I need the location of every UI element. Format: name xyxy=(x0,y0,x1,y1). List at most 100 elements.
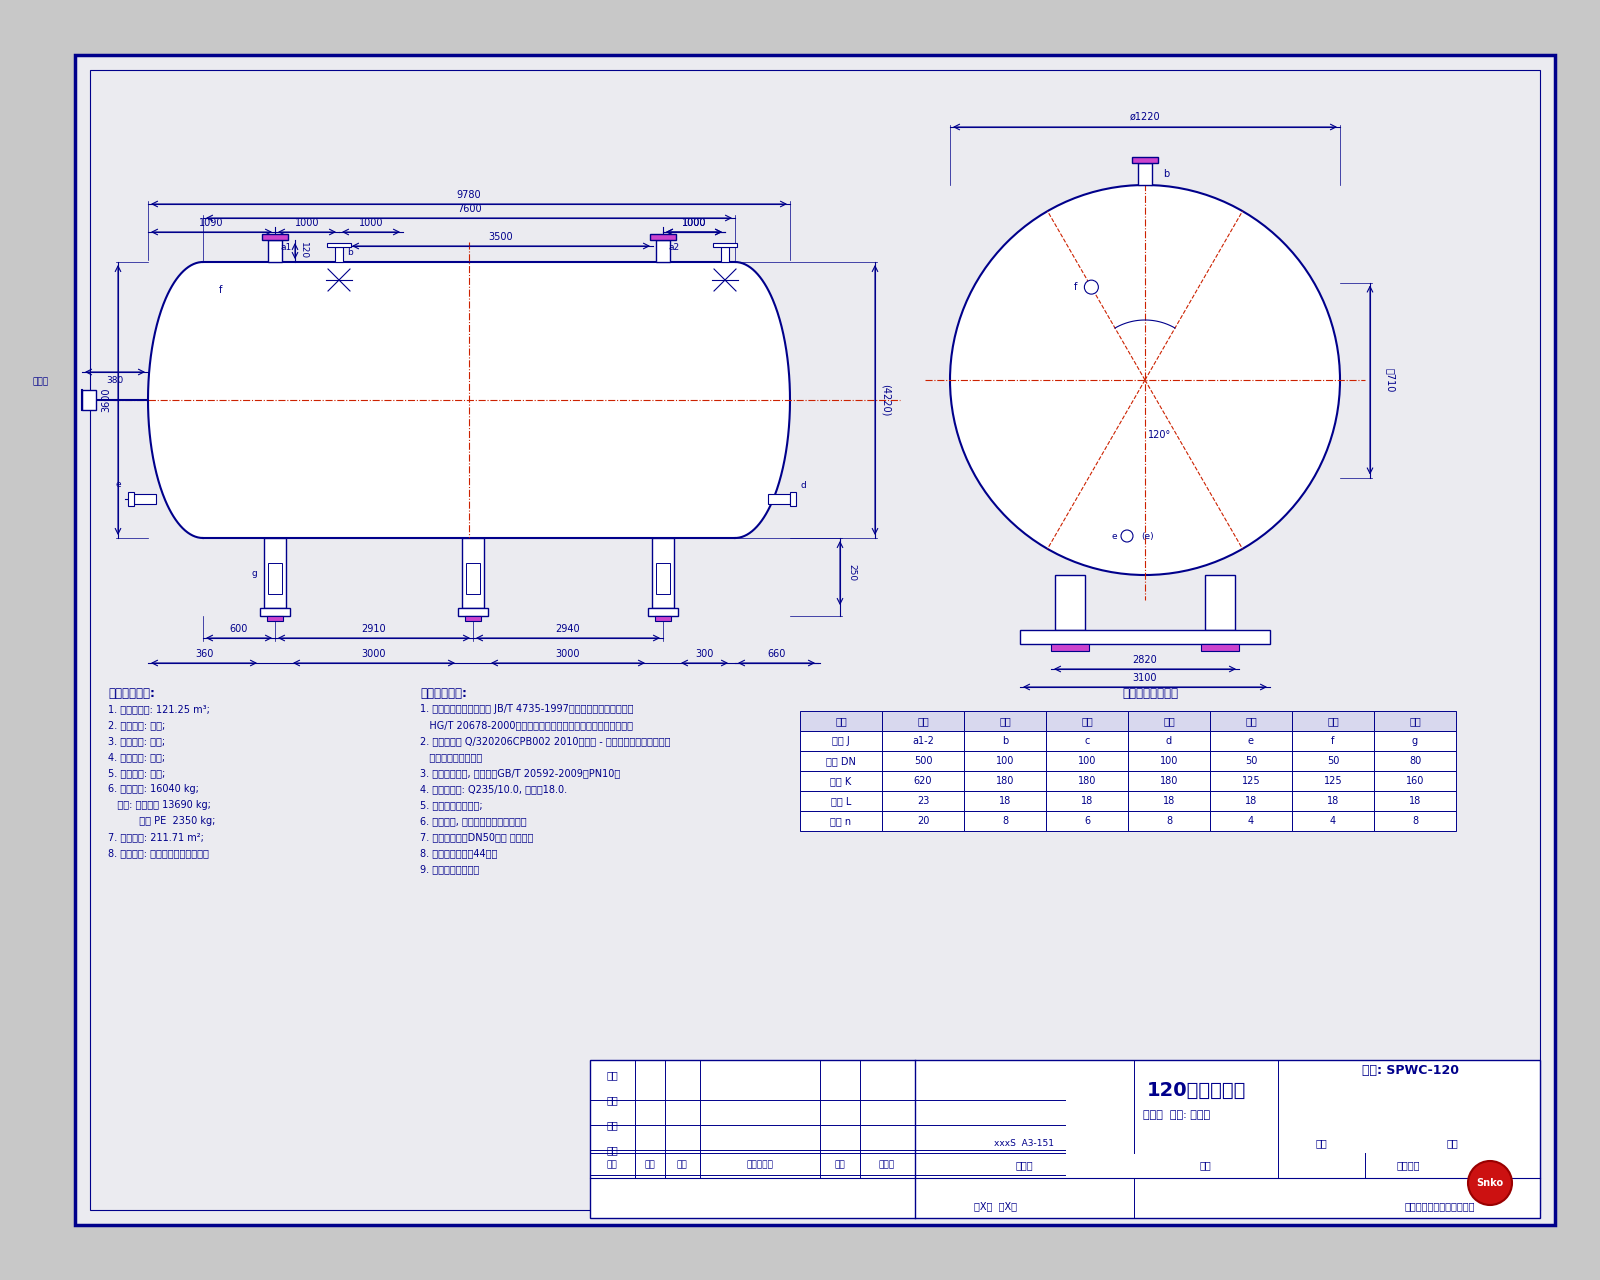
Text: 分区: 分区 xyxy=(677,1161,688,1170)
Bar xyxy=(650,234,677,241)
Bar xyxy=(1133,157,1158,163)
Text: 18: 18 xyxy=(1082,796,1093,806)
Text: c: c xyxy=(1085,736,1090,746)
Text: b: b xyxy=(347,247,352,256)
Polygon shape xyxy=(149,262,203,538)
Text: 标准化: 标准化 xyxy=(1016,1160,1034,1170)
Text: f: f xyxy=(219,285,222,294)
Text: f: f xyxy=(1331,736,1334,746)
Text: 3100: 3100 xyxy=(1133,673,1157,684)
Bar xyxy=(1046,751,1128,771)
Text: 120方钢衬储罐: 120方钢衬储罐 xyxy=(1147,1080,1246,1100)
Text: g: g xyxy=(251,568,258,577)
Bar xyxy=(1374,751,1456,771)
Text: 内衬 PE  2350 kg;: 内衬 PE 2350 kg; xyxy=(109,817,216,826)
Bar xyxy=(1293,812,1374,831)
Text: 8. 爬梯上摆设另购44个。: 8. 爬梯上摆设另购44个。 xyxy=(421,849,498,858)
Text: 8: 8 xyxy=(1411,817,1418,826)
Bar xyxy=(269,241,282,262)
Polygon shape xyxy=(734,262,790,538)
Text: 18: 18 xyxy=(1245,796,1258,806)
Text: 6. 重入孔盖, 为实腹板覆矿衬垫止盖。: 6. 重入孔盖, 为实腹板覆矿衬垫止盖。 xyxy=(421,817,526,826)
Text: Snko: Snko xyxy=(1477,1178,1504,1188)
Bar xyxy=(1293,771,1374,791)
Bar xyxy=(800,731,882,751)
Text: 120°: 120° xyxy=(1149,430,1171,440)
Text: 符号 J: 符号 J xyxy=(832,736,850,746)
Bar xyxy=(466,616,482,621)
Bar xyxy=(714,243,738,247)
Text: 9. 外数喷涂灰面漆。: 9. 外数喷涂灰面漆。 xyxy=(421,864,480,874)
Bar xyxy=(1046,791,1128,812)
Text: e: e xyxy=(115,480,122,489)
Bar xyxy=(1374,710,1456,731)
Bar xyxy=(261,608,290,616)
Circle shape xyxy=(1469,1161,1512,1204)
Text: 配液节: 配液节 xyxy=(34,378,50,387)
Text: a1-2: a1-2 xyxy=(912,736,934,746)
Text: 排水: 排水 xyxy=(1082,716,1093,726)
Text: 一、技术指标:: 一、技术指标: xyxy=(109,686,155,699)
Bar xyxy=(134,494,157,504)
Bar xyxy=(1205,575,1235,630)
Bar xyxy=(1374,731,1456,751)
Text: 120: 120 xyxy=(299,242,307,260)
Bar xyxy=(882,751,963,771)
Bar xyxy=(262,234,288,241)
Text: e: e xyxy=(1112,531,1117,540)
Bar xyxy=(264,538,286,608)
Text: 1090: 1090 xyxy=(200,218,224,228)
Text: 数量: 数量 xyxy=(645,1161,656,1170)
Bar xyxy=(1046,812,1128,831)
Text: 比例: 比例 xyxy=(1446,1138,1458,1148)
Bar xyxy=(1293,731,1374,751)
Text: f: f xyxy=(1074,282,1077,292)
Text: xxxS  A3-151: xxxS A3-151 xyxy=(994,1138,1054,1147)
Bar xyxy=(1210,812,1293,831)
Text: b: b xyxy=(1002,736,1008,746)
Text: 100: 100 xyxy=(995,756,1014,765)
Bar xyxy=(267,616,283,621)
Text: 620: 620 xyxy=(914,776,933,786)
Bar xyxy=(882,731,963,751)
Bar xyxy=(458,608,488,616)
Text: 3000: 3000 xyxy=(555,649,581,659)
Text: a2: a2 xyxy=(669,242,678,251)
Bar xyxy=(128,493,134,507)
Text: 100: 100 xyxy=(1160,756,1178,765)
Text: 6: 6 xyxy=(1083,817,1090,826)
Bar xyxy=(90,70,1539,1210)
Text: 二、技术要求:: 二、技术要求: xyxy=(421,686,467,699)
Bar xyxy=(882,710,963,731)
Text: 5. 工作温度: 常温;: 5. 工作温度: 常温; xyxy=(109,768,165,778)
Text: 约710: 约710 xyxy=(1386,367,1395,392)
Bar xyxy=(326,243,350,247)
Bar xyxy=(653,538,674,608)
Text: 更改文件号: 更改文件号 xyxy=(747,1161,773,1170)
Text: 工艺: 工艺 xyxy=(606,1070,618,1080)
Text: 7600: 7600 xyxy=(456,204,482,214)
Bar xyxy=(963,812,1046,831)
Text: 125: 125 xyxy=(1323,776,1342,786)
Text: 签名: 签名 xyxy=(835,1161,845,1170)
Bar xyxy=(590,1060,1539,1219)
Bar xyxy=(963,710,1046,731)
Bar xyxy=(1210,710,1293,731)
Bar xyxy=(462,538,485,608)
Text: 4. 设计温度: 常温;: 4. 设计温度: 常温; xyxy=(109,753,165,762)
Text: 8: 8 xyxy=(1166,817,1173,826)
Text: g: g xyxy=(1411,736,1418,746)
Bar xyxy=(82,390,96,410)
Circle shape xyxy=(1122,530,1133,541)
Text: 溢流: 溢流 xyxy=(1245,716,1258,726)
Text: 1000: 1000 xyxy=(682,218,706,228)
Text: 50: 50 xyxy=(1245,756,1258,765)
Text: 绘图: 绘图 xyxy=(606,1120,618,1130)
Bar xyxy=(1128,751,1210,771)
Bar xyxy=(1051,644,1090,652)
Bar xyxy=(963,731,1046,751)
Bar xyxy=(1374,812,1456,831)
Bar xyxy=(1021,630,1270,644)
Bar xyxy=(882,771,963,791)
Text: 型号: SPWC-120: 型号: SPWC-120 xyxy=(1362,1064,1459,1076)
